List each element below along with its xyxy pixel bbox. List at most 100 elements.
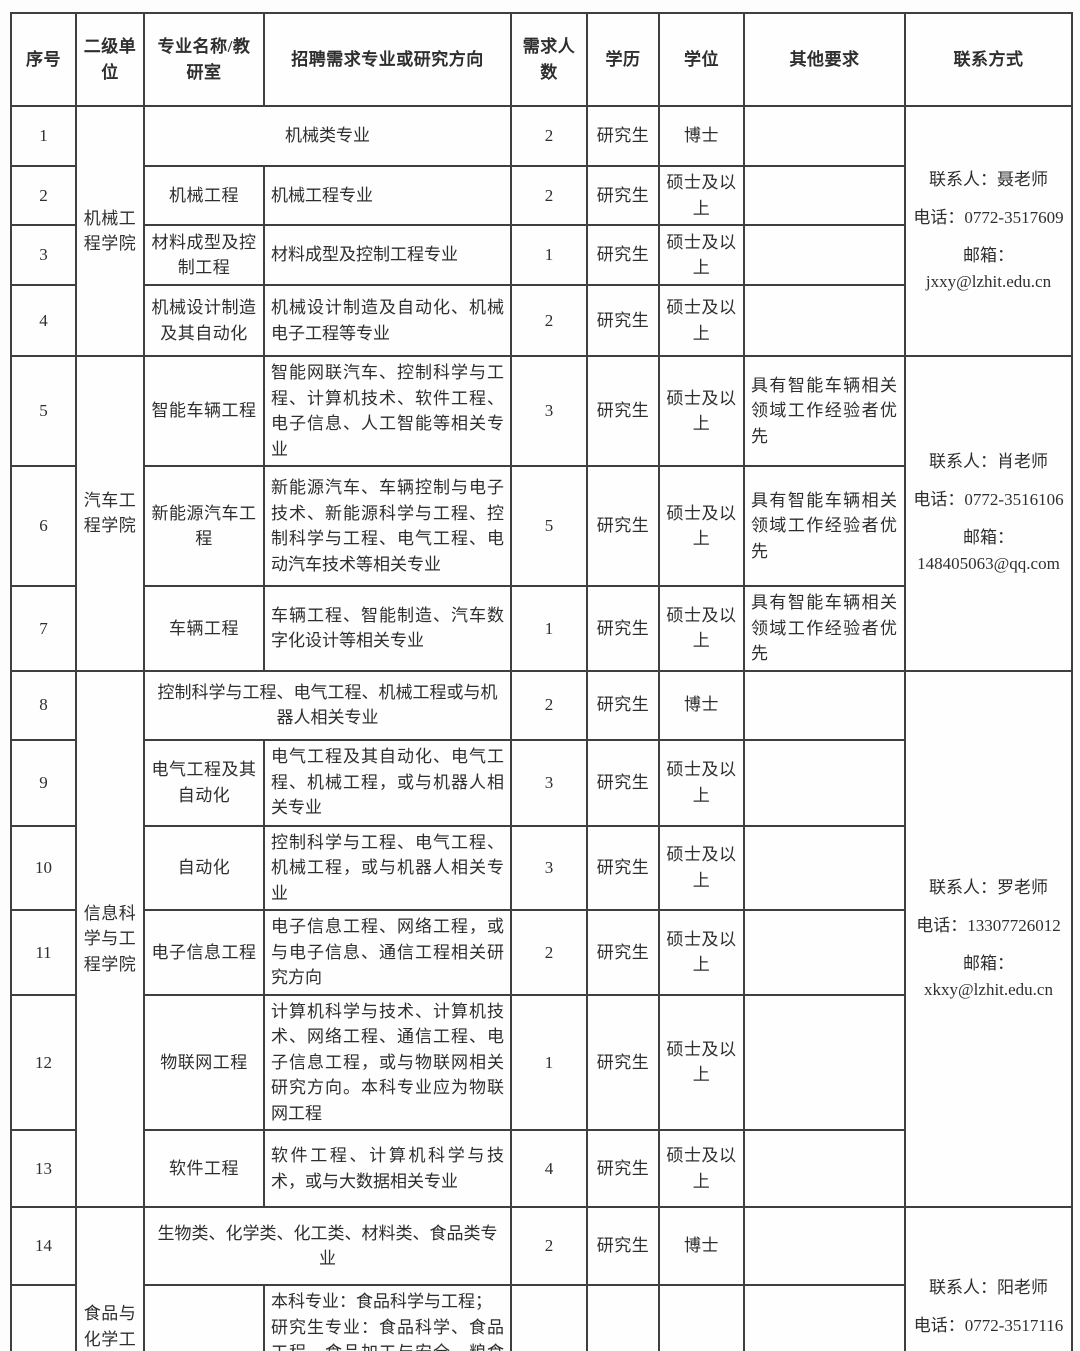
col-header-count: 需求人数 (510, 12, 588, 107)
cell-index: 13 (10, 1129, 77, 1208)
cell-demand: 机械工程专业 (263, 165, 512, 226)
cell-major: 新能源汽车工程 (143, 465, 265, 587)
cell-index: 8 (10, 669, 77, 741)
cell-other (743, 824, 906, 911)
cell-major: 自动化 (143, 824, 265, 911)
cell-major: 电子信息工程 (143, 909, 265, 996)
cell-other (743, 1206, 906, 1286)
cell-contact: 联系人：罗老师 电话：13307726012 邮箱： xkxy@lzhit.ed… (904, 669, 1073, 1208)
cell-other (743, 669, 906, 741)
cell-major: 材料成型及控制工程 (143, 224, 265, 286)
cell-education: 研究生 (586, 465, 660, 587)
cell-index: 9 (10, 738, 77, 827)
cell-other (743, 224, 906, 286)
cell-education: 研究生 (586, 1206, 660, 1286)
cell-education: 研究生 (586, 824, 660, 911)
cell-degree: 硕士及以上 (658, 824, 745, 911)
cell-major: 软件工程 (143, 1129, 265, 1208)
table-row: 10 自动化 控制科学与工程、电气工程、机械工程，或与机器人相关专业 3 研究生… (10, 824, 1072, 911)
cell-major: 电气工程及其自动化 (143, 738, 265, 827)
cell-index: 7 (10, 585, 77, 672)
cell-count: 2 (510, 669, 588, 741)
cell-demand: 生物类、化学类、化工类、材料类、食品类专业 (143, 1206, 512, 1286)
cell-other (743, 738, 906, 827)
recruitment-table: 序号 二级单位 专业名称/教研室 招聘需求专业或研究方向 需求人数 学历 学位 … (10, 12, 1073, 1351)
contact-person: 联系人：聂老师 (929, 170, 1048, 189)
cell-education: 研究生 (586, 165, 660, 226)
cell-degree: 硕士及以上 (658, 738, 745, 827)
cell-count: 2 (510, 165, 588, 226)
cell-education: 研究生 (586, 738, 660, 827)
cell-count: 2 (510, 284, 588, 357)
cell-other (743, 909, 906, 996)
cell-degree: 博士 (658, 105, 745, 167)
cell-count: 3 (510, 824, 588, 911)
cell-demand: 材料成型及控制工程专业 (263, 224, 512, 286)
contact-phone: 电话：0772-3517116 (913, 1316, 1064, 1336)
contact-email-block: 邮箱： xkxy@lzhit.edu.cn (912, 951, 1065, 1003)
cell-education: 研究生 (586, 224, 660, 286)
table-row: 12 物联网工程 计算机科学与技术、计算机技术、网络工程、通信工程、电子信息工程… (10, 993, 1072, 1131)
col-header-education: 学历 (586, 12, 660, 107)
cell-count: 3 (510, 355, 588, 467)
contact-email: jxxy@lzhit.edu.cn (925, 272, 1052, 291)
cell-count: 5 (510, 465, 588, 587)
cell-contact: 联系人：聂老师 电话：0772-3517609 邮箱： jxxy@lzhit.e… (904, 105, 1073, 357)
cell-index: 10 (10, 824, 77, 911)
cell-other (743, 284, 906, 357)
cell-other (743, 1284, 906, 1351)
cell-count: 1 (510, 585, 588, 672)
cell-education: 研究生 (586, 585, 660, 672)
cell-other (743, 105, 906, 167)
contact-phone: 电话：0772-3517609 (913, 208, 1064, 227)
cell-index: 3 (10, 224, 77, 286)
cell-other (743, 1129, 906, 1208)
cell-major: 车辆工程 (143, 585, 265, 672)
table-row: 5 汽车工程学院 智能车辆工程 智能网联汽车、控制科学与工程、计算机技术、软件工… (10, 355, 1073, 672)
cell-index: 15 (10, 1284, 77, 1351)
cell-education: 研究生 (586, 993, 660, 1131)
cell-other (743, 993, 906, 1131)
cell-degree: 硕士及以上 (658, 284, 745, 357)
col-header-contact: 联系方式 (904, 12, 1073, 107)
contact-person: 联系人：阳老师 (929, 1278, 1048, 1298)
cell-count: 2 (510, 1206, 588, 1286)
cell-degree: 硕士及以上 (658, 224, 745, 286)
cell-demand: 计算机科学与技术、计算机技术、网络工程、通信工程、电子信息工程，或与物联网相关研… (263, 993, 512, 1131)
cell-index: 12 (10, 993, 77, 1131)
table-row: 15 食品科学与工程 本科专业：食品科学与工程； 研究生专业：食品科学、食品工程… (10, 1284, 1072, 1351)
contact-phone: 电话：13307726012 (916, 915, 1061, 935)
contact-email: 148405063@qq.com (917, 554, 1060, 574)
cell-unit: 食品与化学工程学院 (75, 1206, 145, 1351)
cell-demand: 机械设计制造及自动化、机械电子工程等专业 (263, 284, 512, 357)
contact-person: 联系人：罗老师 (929, 877, 1048, 897)
table-row: 7 车辆工程 车辆工程、智能制造、汽车数字化设计等相关专业 1 研究生 硕士及以… (10, 585, 1072, 672)
table-row: 11 电子信息工程 电子信息工程、网络工程，或与电子信息、通信工程相关研究方向 … (10, 909, 1072, 996)
cell-degree: 硕士及以上 (658, 465, 745, 587)
cell-count: 3 (510, 738, 588, 827)
cell-count: 2 (510, 909, 588, 996)
cell-contact: 联系人：阳老师 电话：0772-3517116 邮箱： 148390713@qq… (904, 1206, 1073, 1351)
table-row: 6 新能源汽车工程 新能源汽车、车辆控制与电子技术、新能源科学与工程、控制科学与… (10, 465, 1072, 587)
cell-education: 研究生 (586, 1129, 660, 1208)
cell-index: 5 (10, 355, 77, 467)
contact-email-block: 邮箱： jxxy@lzhit.edu.cn (912, 243, 1065, 295)
cell-demand: 控制科学与工程、电气工程、机械工程或与机器人相关专业 (143, 669, 512, 741)
table-row: 4 机械设计制造及其自动化 机械设计制造及自动化、机械电子工程等专业 2 研究生… (10, 284, 1072, 357)
cell-demand: 电子信息工程、网络工程，或与电子信息、通信工程相关研究方向 (263, 909, 512, 996)
cell-index: 11 (10, 909, 77, 996)
col-header-major: 专业名称/教研室 (143, 12, 265, 107)
cell-count: 2 (510, 105, 588, 167)
cell-degree: 博士 (658, 669, 745, 741)
table-row: 9 电气工程及其自动化 电气工程及其自动化、电气工程、机械工程，或与机器人相关专… (10, 738, 1072, 827)
table-row: 8 信息科学与工程学院 控制科学与工程、电气工程、机械工程或与机器人相关专业 2… (10, 669, 1073, 1208)
contact-email-label: 邮箱： (963, 246, 1014, 265)
contact-email-label: 邮箱： (963, 528, 1014, 548)
cell-contact: 联系人：肖老师 电话：0772-3516106 邮箱： 148405063@qq… (904, 355, 1073, 672)
cell-degree: 博士 (658, 1206, 745, 1286)
cell-index: 14 (10, 1206, 77, 1286)
cell-demand: 软件工程、计算机科学与技术，或与大数据相关专业 (263, 1129, 512, 1208)
table-row: 14 食品与化学工程学院 生物类、化学类、化工类、材料类、食品类专业 2 研究生… (10, 1206, 1073, 1351)
cell-unit: 信息科学与工程学院 (75, 669, 145, 1208)
